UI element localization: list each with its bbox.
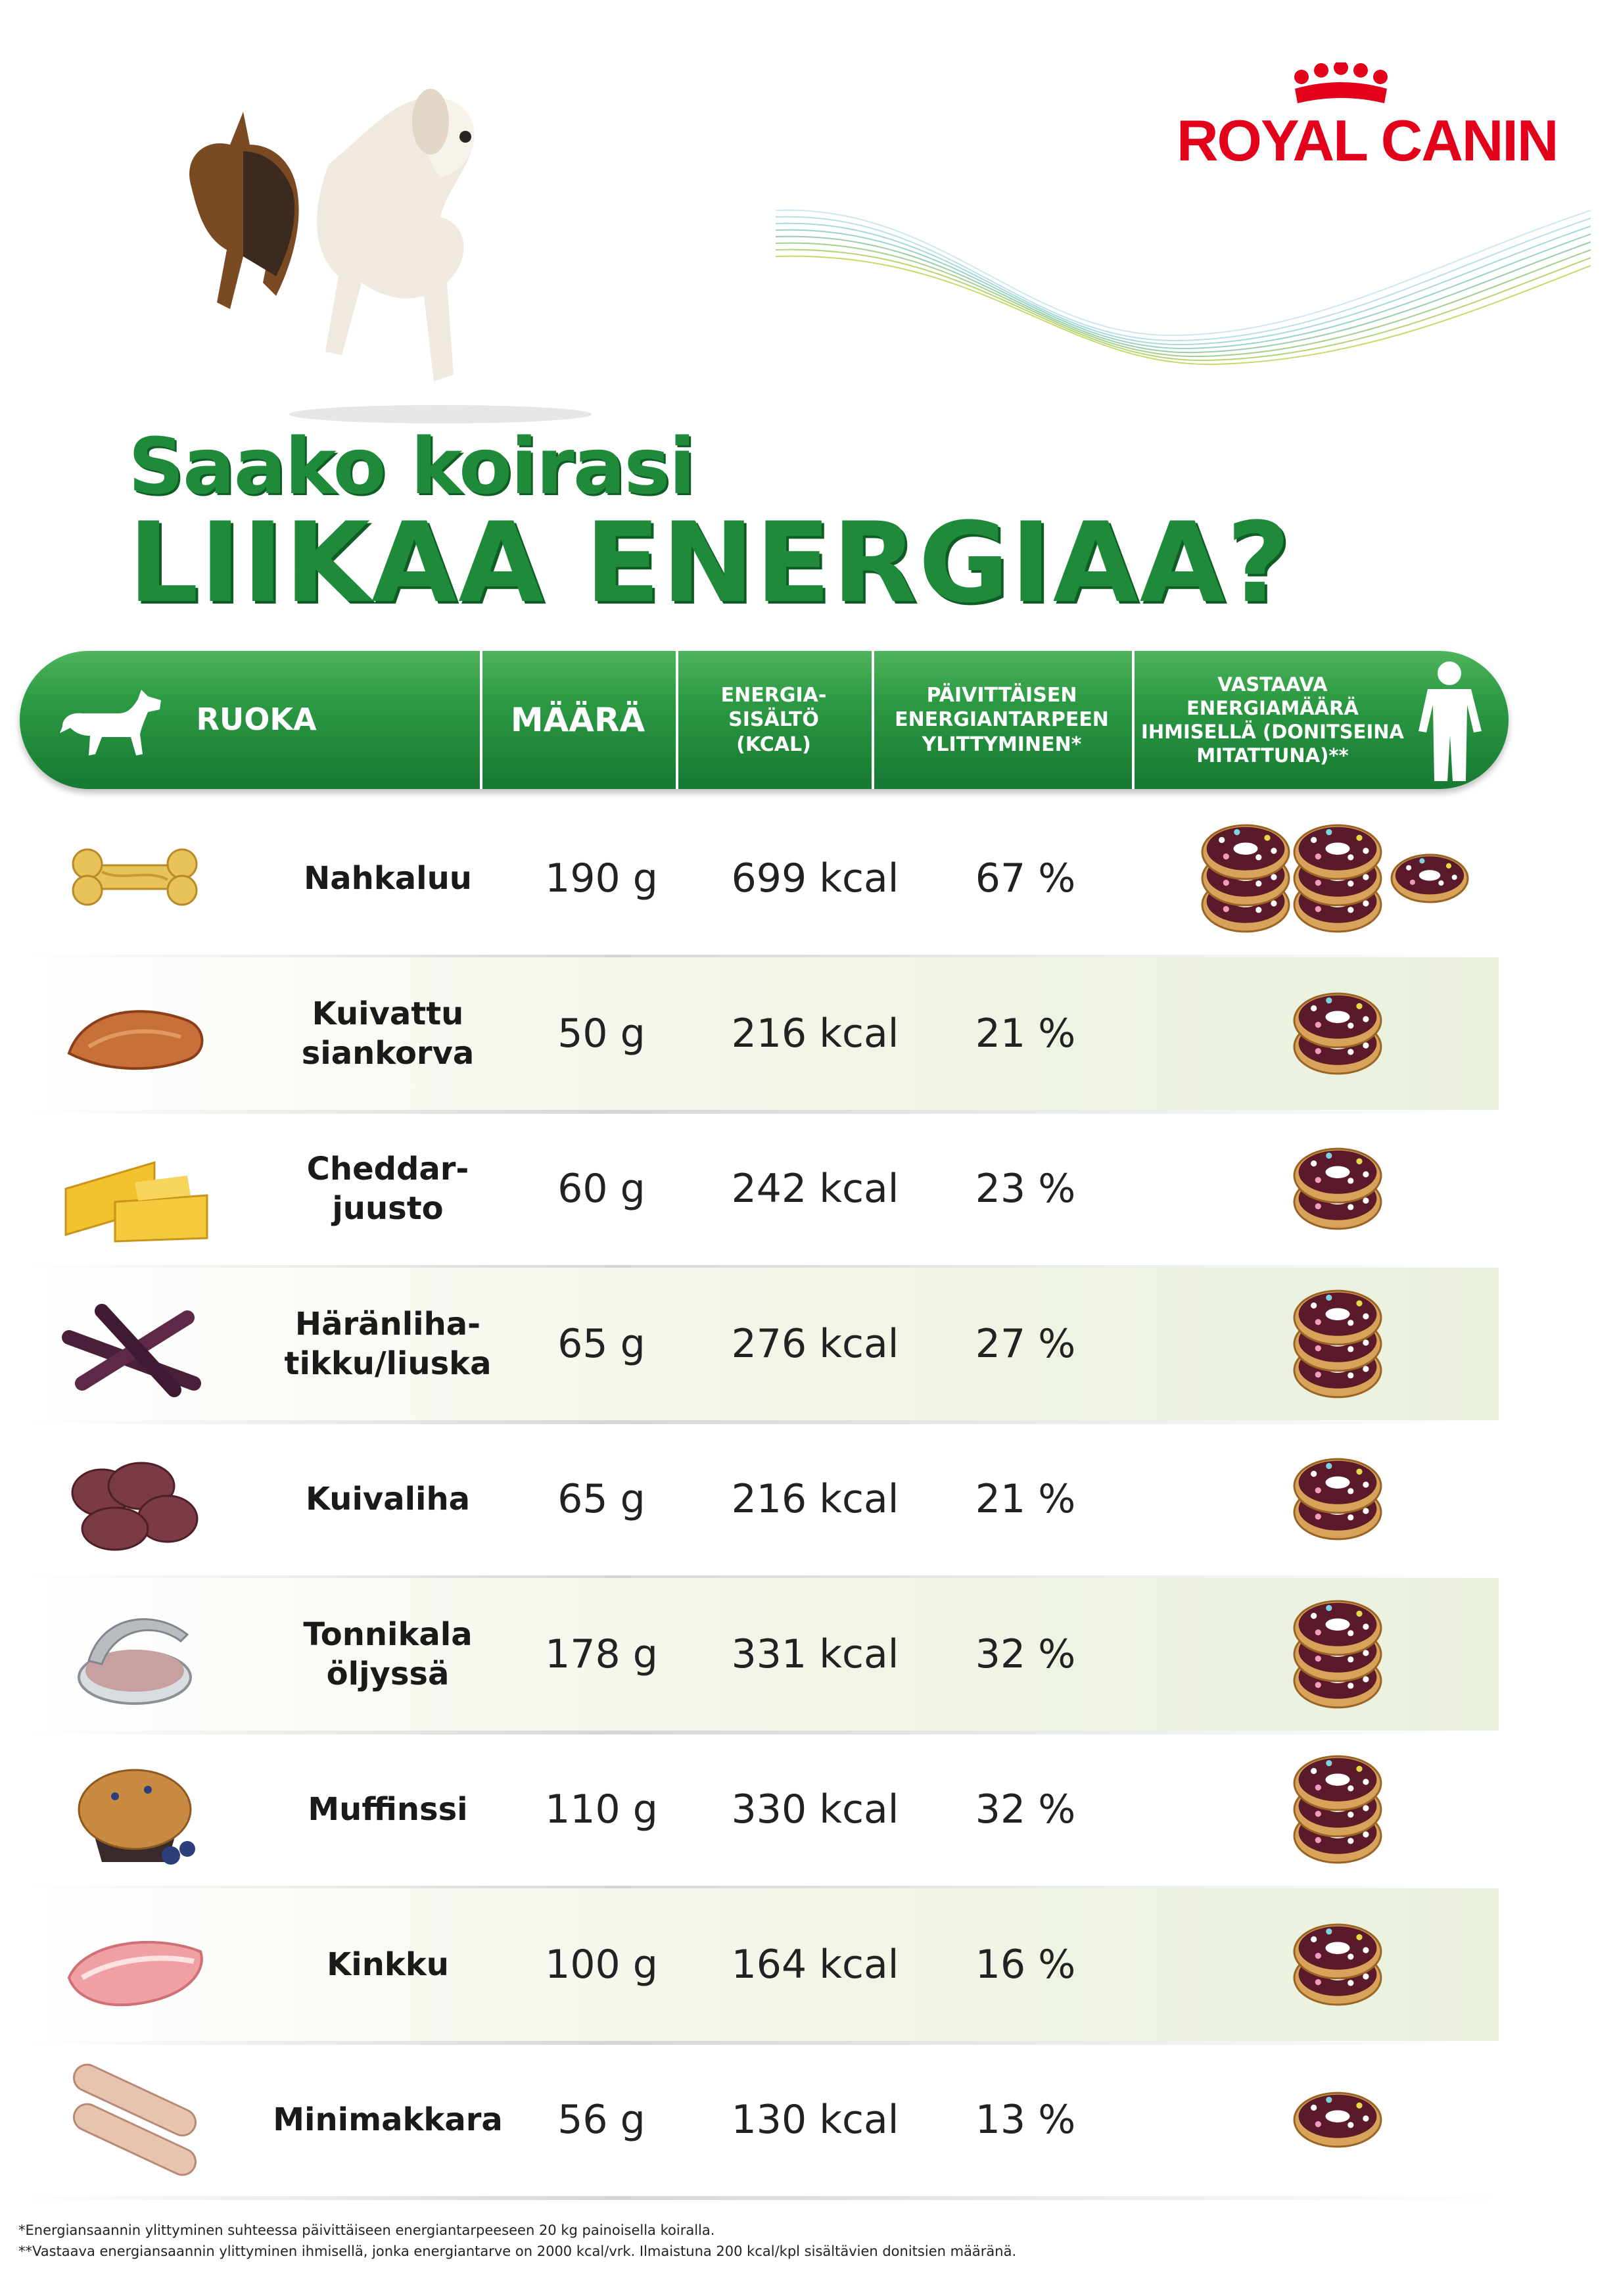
energy-value: 130 kcal [731, 2097, 899, 2143]
amount-value: 100 g [545, 1942, 658, 1988]
food-image-tuna [78, 1618, 192, 1705]
food-image-muffin [78, 1769, 195, 1865]
food-image-bone [72, 848, 198, 906]
daily-excess-value: 27 % [975, 1321, 1076, 1367]
food-image-cheese [64, 1160, 208, 1243]
amount-value: 65 g [557, 1321, 645, 1367]
brand-name: ROYAL CANIN [1177, 108, 1558, 173]
amount-value: 56 g [557, 2097, 645, 2143]
food-image-jerky [71, 1462, 199, 1551]
food-name: Minimakkara [273, 2101, 503, 2138]
daily-excess-value: 32 % [975, 1786, 1076, 1832]
daily-excess-value: 21 % [975, 1476, 1076, 1522]
energy-value: 276 kcal [731, 1321, 899, 1367]
table-row: Cheddar- juusto 60 g 242 kcal 23 % [26, 1112, 1499, 1269]
table-row: Kinkku 100 g 164 kcal 16 % [26, 1888, 1499, 2045]
header-daily-excess: PÄIVITTÄISEN ENERGIANTARPEEN YLITTYMINEN… [895, 683, 1109, 756]
donut-icon [1293, 1600, 1382, 1656]
donut-icon [1293, 1289, 1382, 1346]
food-name: Kuivattu siankorva [301, 995, 475, 1072]
table-row: Kuivaliha 65 g 216 kcal 21 % [26, 1423, 1499, 1579]
daily-excess-value: 32 % [975, 1631, 1076, 1677]
footnote-1: *Energiansaannin ylittyminen suhteessa p… [18, 2222, 715, 2238]
amount-value: 60 g [557, 1166, 645, 1212]
amount-value: 65 g [557, 1476, 645, 1522]
donut-equivalent [1293, 1923, 1382, 2006]
donut-equivalent [1201, 824, 1469, 933]
donut-icon [1293, 824, 1382, 880]
food-name: Muffinssi [308, 1791, 468, 1828]
food-image-stick [62, 1304, 201, 1397]
decorative-wave-lines [776, 209, 1591, 366]
donut-equivalent [1293, 1147, 1382, 1230]
daily-excess-value: 21 % [975, 1011, 1076, 1057]
energy-value: 699 kcal [731, 855, 899, 901]
title-line-2: LIIKAA ENERGIAA? [128, 498, 1292, 627]
donut-icon [1293, 992, 1382, 1049]
donut-icon [1293, 1147, 1382, 1204]
table-header: RUOKA MÄÄRÄ ENERGIA- SISÄLTÖ (KCAL) PÄIV… [20, 651, 1509, 789]
header-amount: MÄÄRÄ [510, 700, 645, 739]
donut-icon [1201, 824, 1290, 880]
donut-icon [1293, 1923, 1382, 1980]
table-row: Kuivattu siankorva 50 g 216 kcal 21 % [26, 957, 1499, 1114]
donut-equivalent [1293, 1755, 1382, 1864]
amount-value: 50 g [557, 1011, 645, 1057]
human-silhouette-icon [1418, 661, 1482, 781]
energy-value: 331 kcal [731, 1631, 899, 1677]
daily-excess-value: 16 % [975, 1942, 1076, 1988]
donut-icon [1293, 2092, 1382, 2148]
daily-excess-value: 23 % [975, 1166, 1076, 1212]
food-image-ear [67, 1010, 204, 1070]
food-image-ham [67, 1940, 203, 2007]
energy-value: 242 kcal [731, 1166, 899, 1212]
daily-excess-value: 67 % [975, 855, 1076, 901]
food-name: Cheddar- juusto [306, 1151, 469, 1227]
table-row: Häränliha- tikku/liuska 65 g 276 kcal 27 % [26, 1268, 1499, 1424]
dogs-photo [189, 89, 592, 423]
donut-equivalent [1293, 1600, 1382, 1709]
donut-equivalent [1293, 1458, 1382, 1541]
donut-equivalent [1293, 992, 1382, 1075]
food-name: Häränliha- tikku/liuska [284, 1306, 492, 1382]
donut-icon [1293, 1755, 1382, 1811]
header-food: RUOKA [196, 702, 317, 738]
header-human-equivalent: VASTAAVA ENERGIAMÄÄRÄ IHMISELLÄ (DONITSE… [1141, 673, 1404, 767]
energy-value: 216 kcal [731, 1011, 899, 1057]
donut-equivalent [1293, 1289, 1382, 1399]
donut-icon [1390, 853, 1469, 903]
dog-silhouette-icon [60, 690, 161, 755]
energy-value: 164 kcal [731, 1942, 899, 1988]
food-name: Nahkaluu [304, 860, 472, 897]
donut-equivalent [1293, 2092, 1382, 2148]
amount-value: 178 g [545, 1631, 658, 1677]
food-image-sausage [72, 2063, 197, 2176]
header-energy: ENERGIA- SISÄLTÖ (KCAL) [720, 683, 827, 756]
table-row: Nahkaluu 190 g 699 kcal 67 % [26, 802, 1499, 959]
donut-icon [1293, 1458, 1382, 1514]
energy-value: 330 kcal [731, 1786, 899, 1832]
food-name: Kuivaliha [305, 1481, 471, 1518]
table-row: Minimakkara 56 g 130 kcal 13 % [26, 2044, 1499, 2200]
daily-excess-value: 13 % [975, 2097, 1076, 2143]
table-row: Muffinssi 110 g 330 kcal 32 % [26, 1733, 1499, 1890]
food-name: Kinkku [327, 1946, 449, 1983]
energy-value: 216 kcal [731, 1476, 899, 1522]
footnote-2: **Vastaava energiansaannin ylittyminen i… [18, 2243, 1017, 2259]
food-name: Tonnikala öljyssä [303, 1616, 473, 1692]
table-row: Tonnikala öljyssä 178 g 331 kcal 32 % [26, 1578, 1499, 1734]
amount-value: 110 g [545, 1786, 658, 1832]
royal-canin-logo: ROYAL CANIN [1177, 62, 1558, 181]
title-line-1: Saako koirasi [128, 421, 695, 512]
crown-icon [1294, 62, 1388, 103]
amount-value: 190 g [545, 855, 658, 901]
